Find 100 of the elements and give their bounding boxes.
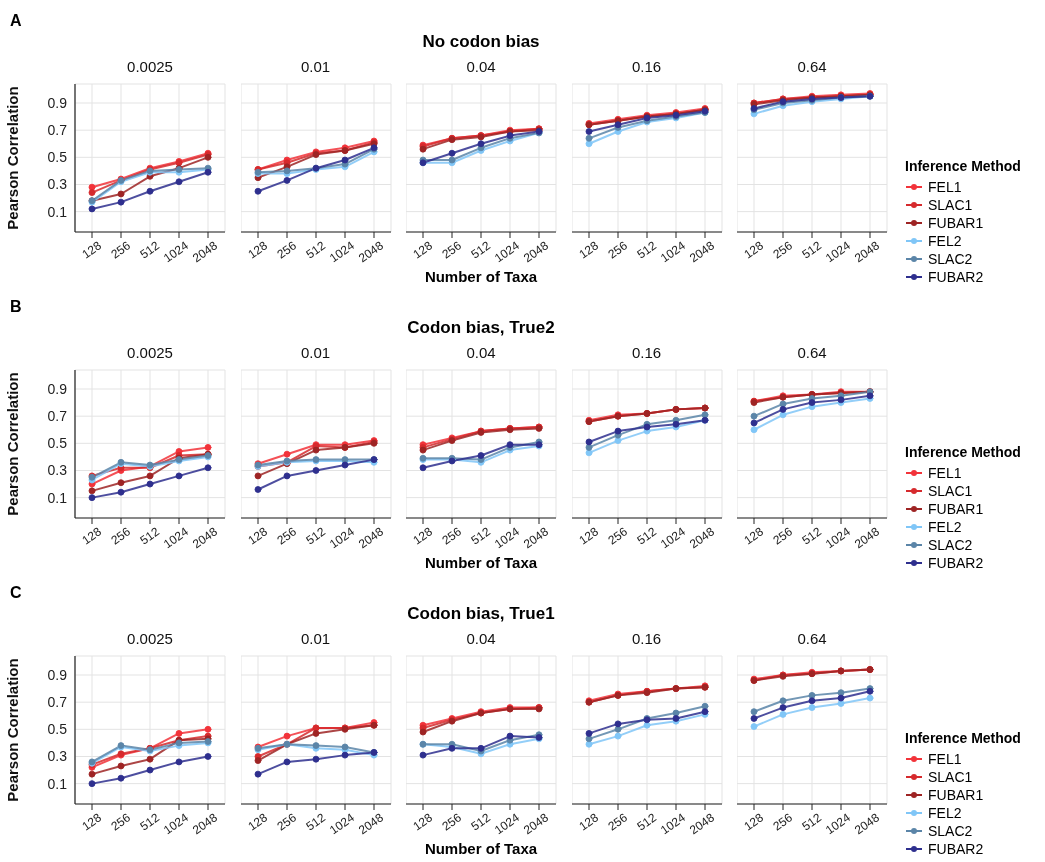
chart-title: 0.0025 (126, 344, 174, 363)
text: Codon bias, True1 (406, 604, 556, 624)
legend-label: SLAC2 (928, 823, 973, 839)
legend-label: FEL1 (928, 465, 962, 481)
x-tick-label: 256 (273, 238, 299, 262)
x-tick-label: 128 (244, 238, 270, 262)
y-tick-label: 0.7 (47, 122, 68, 139)
x-tick-label: 256 (770, 238, 796, 262)
x-tick-label: 128 (741, 238, 767, 262)
y-axis-title: Pearson Correlation (4, 372, 22, 516)
x-tick-label: 256 (770, 524, 796, 548)
y-tick-label: 0.9 (47, 94, 68, 111)
x-tick-label: 256 (604, 238, 630, 262)
x-tick-label: 512 (137, 238, 163, 262)
y-tick-label: 0.3 (47, 176, 68, 193)
x-tick-label: 128 (741, 524, 767, 548)
y-tick-label: 0.3 (47, 462, 68, 479)
x-tick-label: 128 (575, 810, 601, 834)
legend-label: FUBAR1 (928, 501, 984, 517)
x-tick-label: 512 (468, 238, 494, 262)
legend-label: FUBAR1 (928, 215, 984, 231)
x-tick-label: 256 (273, 524, 299, 548)
x-tick-label: 512 (302, 810, 328, 834)
chart-title: 0.64 (796, 58, 828, 77)
x-tick-label: 128 (410, 524, 436, 548)
x-tick-label: 512 (799, 238, 825, 262)
x-tick-label: 128 (79, 238, 105, 262)
chart-title: 0.16 (630, 630, 663, 649)
legend-label: FUBAR2 (928, 555, 984, 571)
chart-title: 0.01 (299, 344, 332, 363)
x-tick-label: 256 (273, 810, 299, 834)
x-tick-label: 256 (770, 810, 796, 834)
x-tick-label: 512 (137, 524, 163, 548)
chart-title: 0.01 (299, 58, 332, 77)
legend-title: Inference Method (905, 730, 1021, 746)
legend-label: SLAC2 (928, 537, 973, 553)
x-tick-label: 256 (604, 524, 630, 548)
legend-label: FUBAR2 (928, 841, 984, 857)
x-tick-label: 256 (439, 524, 465, 548)
chart-title: 0.0025 (126, 58, 174, 77)
text: No codon bias (421, 32, 541, 52)
chart-title: 0.16 (630, 58, 663, 77)
x-tick-label: 128 (79, 810, 105, 834)
y-tick-label: 0.5 (47, 435, 68, 452)
y-tick-label: 0.5 (47, 721, 68, 738)
x-tick-label: 128 (410, 810, 436, 834)
y-tick-label: 0.9 (47, 380, 68, 397)
chart-title: 0.0025 (126, 630, 174, 649)
chart-title: 0.04 (465, 630, 497, 649)
x-tick-label: 512 (633, 810, 659, 834)
x-tick-label: 128 (575, 238, 601, 262)
x-tick-label: 512 (137, 810, 163, 834)
x-tick-label: 128 (410, 238, 436, 262)
text: B (10, 298, 22, 316)
y-tick-label: 0.9 (47, 666, 68, 683)
legend-title: Inference Method (905, 444, 1021, 460)
legend-label: SLAC1 (928, 769, 973, 785)
x-tick-label: 128 (575, 524, 601, 548)
x-axis-title: Number of Taxa (424, 268, 538, 285)
x-tick-label: 512 (633, 524, 659, 548)
x-tick-label: 128 (741, 810, 767, 834)
y-tick-label: 0.7 (47, 408, 68, 425)
x-tick-label: 512 (302, 238, 328, 262)
x-tick-label: 512 (468, 810, 494, 834)
x-tick-label: 128 (244, 810, 270, 834)
y-tick-label: 0.1 (47, 775, 68, 792)
y-tick-label: 0.1 (47, 489, 68, 506)
x-tick-label: 256 (439, 810, 465, 834)
legend-label: FEL2 (928, 519, 962, 535)
x-tick-label: 512 (799, 524, 825, 548)
y-tick-label: 0.7 (47, 694, 68, 711)
y-axis-title: Pearson Correlation (4, 86, 22, 230)
text: C (10, 584, 22, 602)
chart-title: 0.64 (796, 344, 828, 363)
legend-title: Inference Method (905, 158, 1021, 174)
x-tick-label: 512 (799, 810, 825, 834)
x-axis-title: Number of Taxa (424, 840, 538, 857)
chart-title: 0.16 (630, 344, 663, 363)
x-tick-label: 512 (468, 524, 494, 548)
x-tick-label: 512 (302, 524, 328, 548)
x-tick-label: 256 (108, 810, 134, 834)
x-tick-label: 128 (244, 524, 270, 548)
x-tick-label: 256 (439, 238, 465, 262)
legend-label: SLAC1 (928, 197, 973, 213)
x-tick-label: 128 (79, 524, 105, 548)
x-tick-label: 256 (108, 238, 134, 262)
text: A (10, 12, 22, 30)
x-tick-label: 256 (108, 524, 134, 548)
y-tick-label: 0.5 (47, 149, 68, 166)
legend-label: FUBAR1 (928, 787, 984, 803)
x-tick-label: 256 (604, 810, 630, 834)
chart-title: 0.64 (796, 630, 828, 649)
chart-title: 0.04 (465, 344, 497, 363)
chart-title: 0.01 (299, 630, 332, 649)
legend-label: FEL2 (928, 233, 962, 249)
y-tick-label: 0.3 (47, 748, 68, 765)
x-axis-title: Number of Taxa (424, 554, 538, 571)
legend-label: FEL1 (928, 751, 962, 767)
legend-label: FUBAR2 (928, 269, 984, 285)
legend-label: FEL2 (928, 805, 962, 821)
